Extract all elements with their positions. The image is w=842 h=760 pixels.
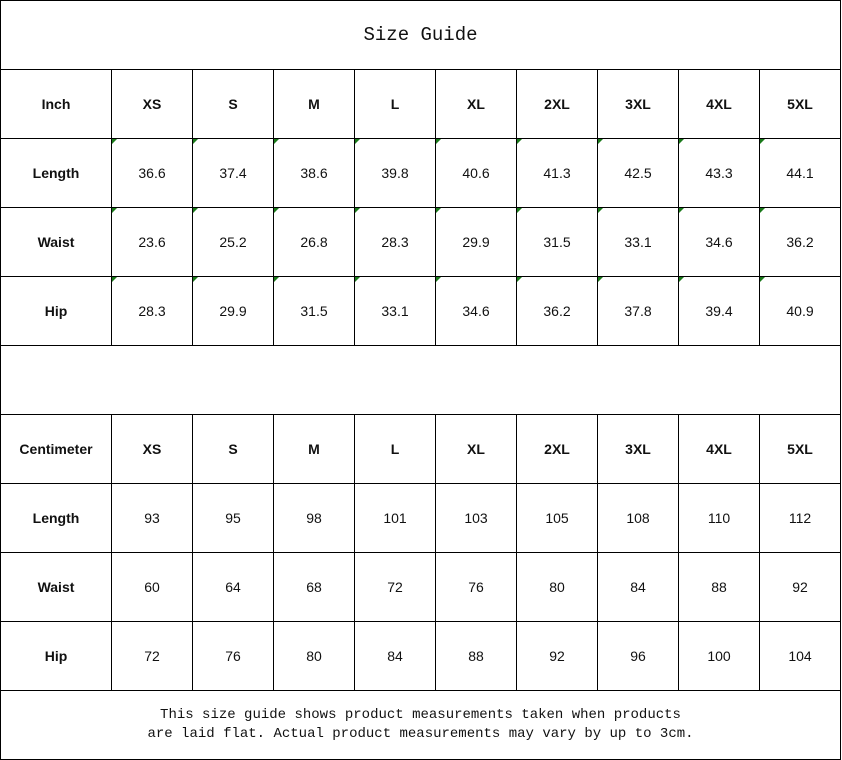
measurement-value: 68 [273,552,355,622]
centimeter-size-table: Centimeter XS S M L XL 2XL 3XL 4XL 5XL Length 93 95 9… [0,414,841,691]
size-header: L [354,69,436,139]
measurement-value: 112 [759,483,841,553]
measurement-value: 103 [435,483,517,553]
measurement-value: 110 [678,483,760,553]
measurement-value: 43.3 [678,138,760,208]
inch-size-table: Inch XS S M L XL 2XL 3XL 4XL 5XL Length 36.6 37.4 38.… [0,69,841,346]
measurement-value: 40.6 [435,138,517,208]
size-header: 3XL [597,414,679,484]
measurement-value: 105 [516,483,598,553]
measurement-value: 92 [516,621,598,691]
size-header: XS [111,414,193,484]
size-header: XS [111,69,193,139]
measurement-value: 34.6 [435,276,517,346]
measurement-value: 39.4 [678,276,760,346]
table-row: Hip 72 76 80 84 88 92 96 100 104 [0,621,841,691]
measurement-value: 31.5 [273,276,355,346]
size-header: S [192,414,274,484]
measurement-value: 96 [597,621,679,691]
measurement-value: 108 [597,483,679,553]
measurement-value: 29.9 [435,207,517,277]
size-header: 2XL [516,414,598,484]
spacer-row [0,345,841,415]
page-title: Size Guide [0,0,841,70]
size-header: 4XL [678,69,760,139]
size-header: XL [435,69,517,139]
measurement-value: 40.9 [759,276,841,346]
size-header: M [273,414,355,484]
measurement-value: 25.2 [192,207,274,277]
size-header: 5XL [759,69,841,139]
footer-line-2: are laid flat. Actual product measuremen… [147,725,694,742]
measurement-value: 80 [516,552,598,622]
measurement-value: 80 [273,621,355,691]
measurement-value: 72 [111,621,193,691]
measurement-value: 104 [759,621,841,691]
measurement-label: Hip [0,621,112,691]
table-row: Length 93 95 98 101 103 105 108 110 112 [0,483,841,553]
size-header: 4XL [678,414,760,484]
table-row: Hip 28.3 29.9 31.5 33.1 34.6 36.2 37.8 39.4 40.9 [0,276,841,346]
header-row: Centimeter XS S M L XL 2XL 3XL 4XL 5XL [0,414,841,484]
measurement-value: 60 [111,552,193,622]
measurement-value: 33.1 [597,207,679,277]
size-header: 3XL [597,69,679,139]
unit-label: Inch [0,69,112,139]
measurement-value: 95 [192,483,274,553]
size-header: 5XL [759,414,841,484]
measurement-value: 29.9 [192,276,274,346]
footer-line-1: This size guide shows product measuremen… [160,706,681,723]
measurement-value: 88 [435,621,517,691]
measurement-value: 101 [354,483,436,553]
measurement-value: 84 [354,621,436,691]
measurement-value: 37.8 [597,276,679,346]
measurement-value: 42.5 [597,138,679,208]
measurement-value: 72 [354,552,436,622]
measurement-value: 76 [192,621,274,691]
measurement-value: 38.6 [273,138,355,208]
measurement-value: 44.1 [759,138,841,208]
measurement-value: 36.6 [111,138,193,208]
measurement-value: 36.2 [516,276,598,346]
header-row: Inch XS S M L XL 2XL 3XL 4XL 5XL [0,69,841,139]
measurement-value: 100 [678,621,760,691]
measurement-value: 23.6 [111,207,193,277]
measurement-label: Waist [0,207,112,277]
measurement-label: Hip [0,276,112,346]
measurement-value: 41.3 [516,138,598,208]
measurement-value: 88 [678,552,760,622]
measurement-value: 93 [111,483,193,553]
measurement-value: 31.5 [516,207,598,277]
measurement-value: 28.3 [111,276,193,346]
unit-label: Centimeter [0,414,112,484]
measurement-value: 28.3 [354,207,436,277]
size-header: S [192,69,274,139]
measurement-value: 64 [192,552,274,622]
measurement-value: 84 [597,552,679,622]
measurement-value: 36.2 [759,207,841,277]
measurement-label: Waist [0,552,112,622]
measurement-value: 26.8 [273,207,355,277]
size-header: L [354,414,436,484]
measurement-label: Length [0,483,112,553]
table-row: Waist 23.6 25.2 26.8 28.3 29.9 31.5 33.1 34.6 36.… [0,207,841,277]
measurement-value: 76 [435,552,517,622]
measurement-value: 92 [759,552,841,622]
measurement-value: 33.1 [354,276,436,346]
measurement-value: 37.4 [192,138,274,208]
table-row: Waist 60 64 68 72 76 80 84 88 92 [0,552,841,622]
size-header: XL [435,414,517,484]
measurement-value: 34.6 [678,207,760,277]
footer-note: This size guide shows product measuremen… [0,690,841,760]
measurement-value: 98 [273,483,355,553]
measurement-label: Length [0,138,112,208]
table-row: Length 36.6 37.4 38.6 39.8 40.6 41.3 42.5 43.3 44… [0,138,841,208]
size-header: 2XL [516,69,598,139]
measurement-value: 39.8 [354,138,436,208]
size-header: M [273,69,355,139]
